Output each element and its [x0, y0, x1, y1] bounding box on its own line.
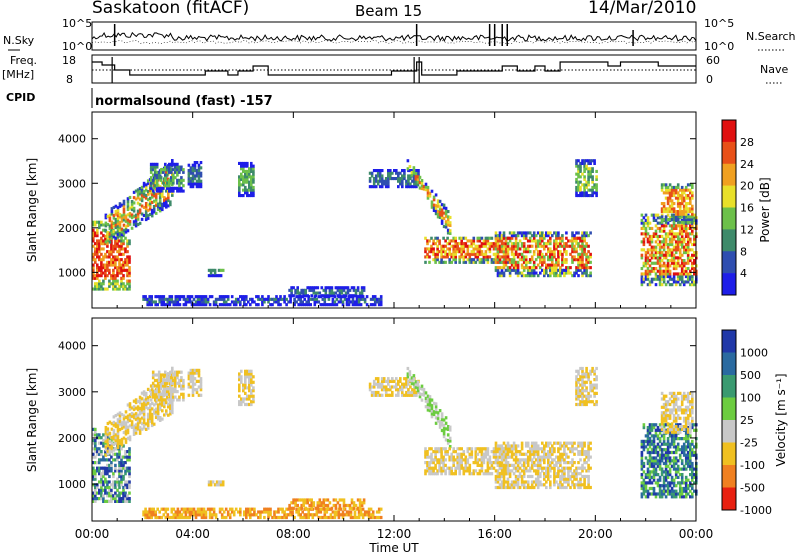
- nave-tick-top: 60: [706, 54, 720, 67]
- x-axis-label: Time UT: [368, 541, 419, 554]
- colorbar-tick-label: 28: [740, 136, 754, 149]
- colorbar-tick-label: 500: [740, 369, 761, 382]
- y-tick-label: 4000: [58, 133, 86, 146]
- nsky-trace: [91, 24, 697, 46]
- nave-label: Nave: [760, 63, 788, 76]
- nsearch-tick-top: 10^5: [704, 17, 734, 30]
- velocity-data: [92, 366, 698, 520]
- x-tick-label: 04:00: [175, 527, 210, 541]
- y-tick-label: 1000: [58, 266, 86, 279]
- colorbar-tick-label: -25: [740, 437, 758, 450]
- freq-label: Freq.: [10, 54, 37, 67]
- x-tick-label: 16:00: [477, 527, 512, 541]
- freq-panel: Freq. [MHz] 18 8 60 0 Nave: [2, 54, 788, 86]
- velocity-y-label: Slant Range [km]: [25, 368, 39, 472]
- colorbar-tick-label: 1000: [740, 347, 768, 360]
- velocity-colorbar: 1000 500 100 25 -25 -100 -500 -1000: [721, 329, 772, 517]
- date-label: 14/Mar/2010: [588, 0, 696, 18]
- velocity-y-axis: 1000 2000 3000 4000: [58, 340, 696, 491]
- nsky-panel: N.Sky 10^5 10^0 10^5 10^0 N.Search: [3, 17, 796, 53]
- y-tick-label: 4000: [58, 340, 86, 353]
- nsky-tick-top: 10^5: [62, 17, 92, 30]
- power-colorbar: 4 8 12 16 20 24 28: [721, 119, 754, 296]
- y-tick-label: 1000: [58, 478, 86, 491]
- freq-tick-bottom: 8: [66, 73, 73, 86]
- nsky-tick-bottom: 10^0: [62, 40, 92, 53]
- colorbar-tick-label: 100: [740, 392, 761, 405]
- colorbar-tick-label: 16: [740, 202, 754, 215]
- power-colorbar-label: Power [dB]: [758, 177, 772, 242]
- power-panel: 1000 2000 3000 4000 Slant Range [km] 4 8 12 16…: [25, 111, 772, 309]
- y-tick-label: 2000: [58, 222, 86, 235]
- plot-title: Saskatoon (fitACF): [92, 0, 249, 18]
- colorbar-tick-label: 24: [740, 158, 754, 171]
- power-y-label: Slant Range [km]: [25, 158, 39, 262]
- colorbar-tick-label: -1000: [740, 504, 772, 517]
- nave-tick-bottom: 0: [706, 73, 713, 86]
- nsearch-tick-bottom: 10^0: [704, 40, 734, 53]
- colorbar-tick-label: -500: [740, 482, 765, 495]
- x-tick-label: 08:00: [276, 527, 311, 541]
- nsky-label: N.Sky: [3, 34, 35, 47]
- velocity-colorbar-label: Velocity [m s⁻¹]: [774, 373, 788, 466]
- y-tick-label: 3000: [58, 386, 86, 399]
- nsearch-label: N.Search: [746, 30, 796, 43]
- x-tick-label: 00:00: [75, 527, 110, 541]
- colorbar-tick-label: 20: [740, 180, 754, 193]
- x-tick-label: 12:00: [377, 527, 412, 541]
- freq-unit-label: [MHz]: [2, 68, 34, 81]
- power-y-axis: 1000 2000 3000 4000: [58, 133, 696, 279]
- colorbar-tick-label: 8: [740, 245, 747, 258]
- time-axis: 00:00 04:00 08:00 12:00 16:00 20:00 00:00: [75, 112, 714, 541]
- x-tick-label: 00:00: [679, 527, 714, 541]
- y-tick-label: 2000: [58, 432, 86, 445]
- cpid-text: normalsound (fast) -157: [95, 94, 273, 109]
- colorbar-tick-label: 4: [740, 267, 747, 280]
- colorbar-tick-label: 25: [740, 414, 754, 427]
- x-tick-label: 20:00: [578, 527, 613, 541]
- power-data: [92, 159, 698, 307]
- cpid-label: CPID: [6, 91, 35, 104]
- colorbar-tick-label: -100: [740, 459, 765, 472]
- colorbar-tick-label: 12: [740, 223, 754, 236]
- y-tick-label: 3000: [58, 177, 86, 190]
- beam-label: Beam 15: [355, 2, 422, 20]
- freq-tick-top: 18: [62, 54, 76, 67]
- freq-trace: [92, 57, 696, 83]
- velocity-panel: 1000 2000 3000 4000 Slant Range [km] 1000 50…: [25, 317, 788, 522]
